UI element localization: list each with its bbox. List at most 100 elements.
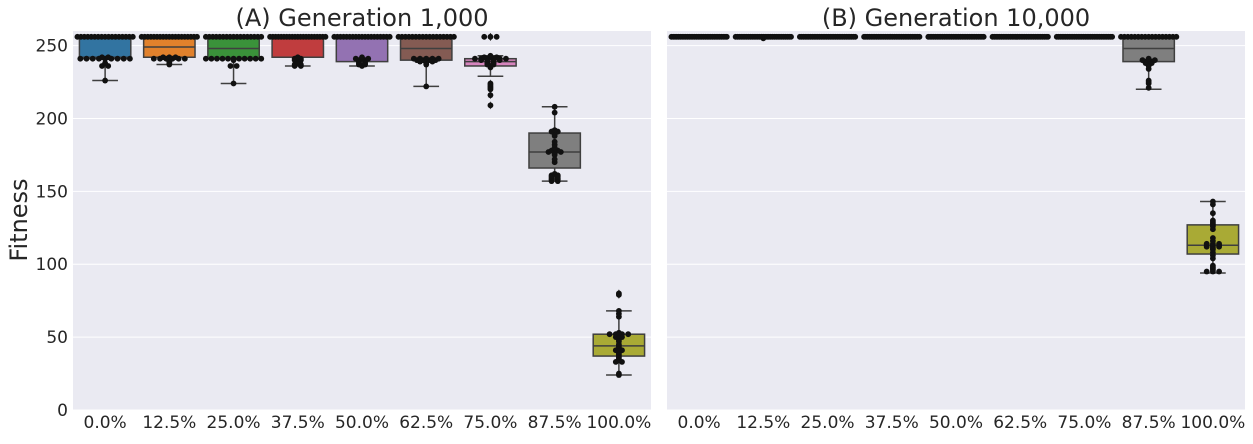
data-point — [1145, 55, 1152, 62]
data-point — [852, 33, 859, 40]
data-point — [233, 63, 240, 69]
data-point — [202, 55, 209, 62]
data-point — [1209, 210, 1216, 217]
data-point — [615, 307, 622, 314]
panel-title: (A) Generation 1,000 — [236, 4, 489, 32]
y-tick-label: 150 — [36, 182, 68, 202]
data-point — [1209, 235, 1216, 241]
y-tick-label: 200 — [36, 109, 68, 129]
data-point — [1209, 217, 1216, 224]
data-point — [227, 63, 234, 69]
data-point — [625, 331, 632, 338]
data-point — [487, 102, 494, 109]
data-point — [236, 55, 242, 62]
data-point — [129, 33, 136, 40]
data-point — [89, 55, 96, 62]
y-tick-label: 0 — [57, 401, 68, 421]
data-point — [551, 109, 558, 116]
data-point — [181, 55, 188, 62]
data-point — [294, 54, 301, 61]
data-point — [551, 138, 558, 145]
x-tick-label: 50.0% — [335, 413, 389, 433]
data-point — [386, 33, 393, 40]
data-point — [105, 54, 112, 61]
data-point — [551, 103, 558, 110]
y-tick-label: 50 — [46, 328, 68, 348]
data-point — [723, 33, 730, 40]
data-point — [1203, 268, 1210, 275]
data-point — [435, 55, 442, 62]
panel-title: (B) Generation 10,000 — [822, 4, 1090, 32]
data-point — [980, 33, 987, 40]
data-point — [429, 55, 436, 62]
data-point — [225, 55, 231, 62]
data-point — [1109, 33, 1116, 40]
data-point — [551, 156, 558, 163]
x-tick-label: 62.5% — [399, 413, 453, 433]
data-point — [1045, 33, 1051, 40]
data-point — [241, 55, 248, 62]
x-tick-labels: 0.0% 12.5% 25.0% 37.5% 50.0% 62.5% 75.0% 87.5% 1… — [678, 413, 1246, 433]
x-tick-label: 100.0% — [586, 413, 651, 433]
data-point — [615, 329, 622, 336]
data-point — [1145, 77, 1152, 84]
data-point — [194, 33, 200, 40]
data-point — [258, 33, 265, 40]
data-point — [1203, 240, 1210, 247]
data-point — [1209, 262, 1216, 269]
x-tick-label: 62.5% — [993, 413, 1047, 433]
data-point — [1216, 240, 1222, 247]
x-tick-label: 0.0% — [84, 413, 127, 433]
data-point — [172, 54, 179, 61]
panel-generation-10000: 0.0% 12.5% 25.0% 37.5% 50.0% 62.5% 75.0% 87.5% 1… — [667, 4, 1245, 433]
y-tick-label: 100 — [36, 255, 68, 275]
x-tick-label: 100.0% — [1180, 413, 1245, 433]
data-point — [166, 54, 173, 61]
data-point — [252, 55, 259, 62]
data-point — [606, 331, 613, 338]
data-point — [114, 55, 121, 62]
data-point — [230, 55, 237, 62]
data-point — [322, 33, 329, 40]
swarm-points — [668, 33, 1222, 275]
data-point — [1151, 57, 1158, 64]
data-point — [208, 55, 215, 62]
x-tick-label: 0.0% — [678, 413, 721, 433]
data-point — [258, 55, 265, 62]
x-tick-label: 25.0% — [207, 413, 261, 433]
x-tick-label: 50.0% — [929, 413, 983, 433]
x-tick-label: 12.5% — [142, 413, 196, 433]
data-point — [102, 77, 109, 84]
data-point — [247, 55, 254, 62]
x-tick-label: 12.5% — [736, 413, 790, 433]
x-tick-label: 87.5% — [1122, 413, 1176, 433]
y-tick-labels: 0 50 100 150 200 250 — [36, 37, 68, 421]
data-point — [359, 54, 365, 61]
data-point — [503, 55, 509, 62]
data-point — [487, 52, 494, 59]
data-point — [551, 170, 558, 177]
data-point — [615, 290, 622, 297]
data-point — [120, 55, 127, 62]
data-point — [1173, 33, 1180, 40]
data-point — [77, 55, 84, 62]
x-tick-label: 75.0% — [463, 413, 517, 433]
x-tick-label: 25.0% — [801, 413, 855, 433]
data-point — [423, 55, 430, 62]
plot-area — [73, 31, 651, 410]
data-point — [219, 55, 226, 62]
x-tick-labels: 0.0% 12.5% 25.0% 37.5% 50.0% 62.5% 75.0% 87.5% 1… — [84, 413, 652, 433]
data-point — [230, 80, 237, 87]
y-axis-label: Fitness — [5, 178, 33, 261]
data-point — [127, 55, 133, 62]
x-tick-label: 37.5% — [271, 413, 325, 433]
data-point — [1216, 268, 1222, 275]
data-point — [410, 55, 417, 62]
data-point — [423, 83, 430, 90]
data-point — [493, 54, 500, 61]
data-point — [99, 54, 105, 61]
y-tick-label: 250 — [36, 37, 68, 57]
data-point — [83, 55, 90, 62]
